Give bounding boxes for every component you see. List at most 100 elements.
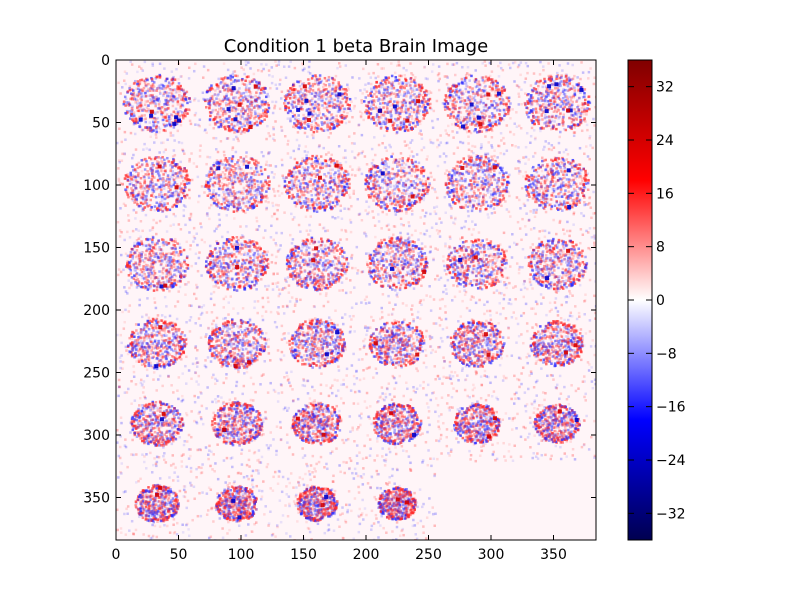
voxel (286, 111, 290, 115)
voxel (225, 183, 229, 186)
voxel (169, 169, 172, 173)
voxel (300, 123, 303, 126)
voxel (317, 87, 321, 90)
voxel (523, 92, 527, 95)
voxel (138, 82, 141, 86)
voxel (290, 96, 294, 99)
voxel (452, 116, 456, 119)
voxel (310, 120, 314, 124)
voxel (240, 130, 244, 134)
voxel (250, 196, 253, 200)
voxel (533, 137, 537, 141)
voxel (446, 102, 450, 105)
voxel (261, 189, 264, 192)
voxel (207, 187, 210, 190)
voxel (247, 119, 250, 123)
voxel (175, 122, 179, 126)
voxel (316, 161, 320, 164)
voxel (562, 115, 565, 119)
voxel (559, 91, 562, 95)
voxel (141, 89, 144, 93)
voxel (308, 86, 311, 90)
voxel (411, 100, 414, 104)
voxel (132, 195, 135, 198)
voxel (223, 173, 227, 176)
voxel (402, 94, 406, 98)
voxel (176, 111, 180, 115)
voxel (560, 74, 563, 77)
voxel (278, 194, 281, 197)
voxel (241, 192, 245, 195)
voxel (247, 75, 250, 78)
voxel (475, 122, 478, 126)
voxel (403, 110, 406, 114)
voxel (212, 189, 215, 192)
voxel (146, 128, 150, 132)
voxel (501, 99, 504, 102)
voxel (459, 96, 462, 100)
voxel (288, 90, 291, 93)
voxel (157, 98, 161, 101)
voxel (334, 216, 337, 220)
voxel (144, 199, 147, 203)
voxel (209, 196, 213, 200)
voxel (206, 155, 209, 159)
voxel (396, 124, 399, 127)
voxel (222, 84, 226, 88)
voxel (472, 115, 475, 118)
voxel (165, 99, 169, 102)
voxel (149, 94, 153, 97)
voxel (158, 185, 162, 189)
voxel (153, 176, 156, 179)
voxel (154, 77, 158, 80)
voxel (229, 105, 233, 108)
voxel (231, 118, 234, 121)
voxel (452, 63, 456, 66)
voxel (455, 93, 458, 97)
voxel (146, 170, 149, 173)
voxel (304, 88, 308, 92)
voxel (470, 121, 474, 124)
voxel (366, 105, 370, 109)
voxel (246, 104, 249, 108)
voxel (468, 109, 471, 113)
voxel (502, 89, 506, 92)
voxel (550, 77, 554, 81)
voxel (392, 92, 396, 96)
voxel (541, 98, 545, 102)
voxel (414, 84, 417, 87)
voxel (373, 100, 376, 104)
voxel (341, 104, 344, 108)
voxel (489, 94, 492, 97)
voxel (277, 60, 281, 63)
voxel (474, 106, 478, 109)
voxel (386, 111, 390, 114)
voxel (131, 191, 135, 195)
voxel (305, 182, 308, 185)
voxel (206, 194, 210, 197)
voxel (232, 194, 235, 197)
voxel (589, 67, 592, 70)
voxel (147, 82, 150, 86)
voxel (359, 114, 363, 118)
voxel (149, 101, 152, 105)
voxel (227, 175, 231, 179)
voxel (177, 141, 181, 144)
voxel (419, 129, 422, 133)
voxel (485, 128, 489, 132)
voxel (370, 100, 374, 104)
voxel (335, 124, 339, 128)
voxel (235, 209, 239, 213)
voxel (268, 180, 271, 183)
voxel (182, 179, 185, 183)
voxel (348, 196, 352, 199)
brain-slice (116, 140, 199, 223)
voxel (482, 101, 485, 105)
voxel (168, 122, 171, 125)
voxel (133, 188, 136, 192)
voxel (396, 100, 399, 104)
voxel (215, 97, 218, 100)
voxel (530, 102, 533, 106)
voxel (340, 94, 343, 97)
voxel (121, 183, 124, 186)
